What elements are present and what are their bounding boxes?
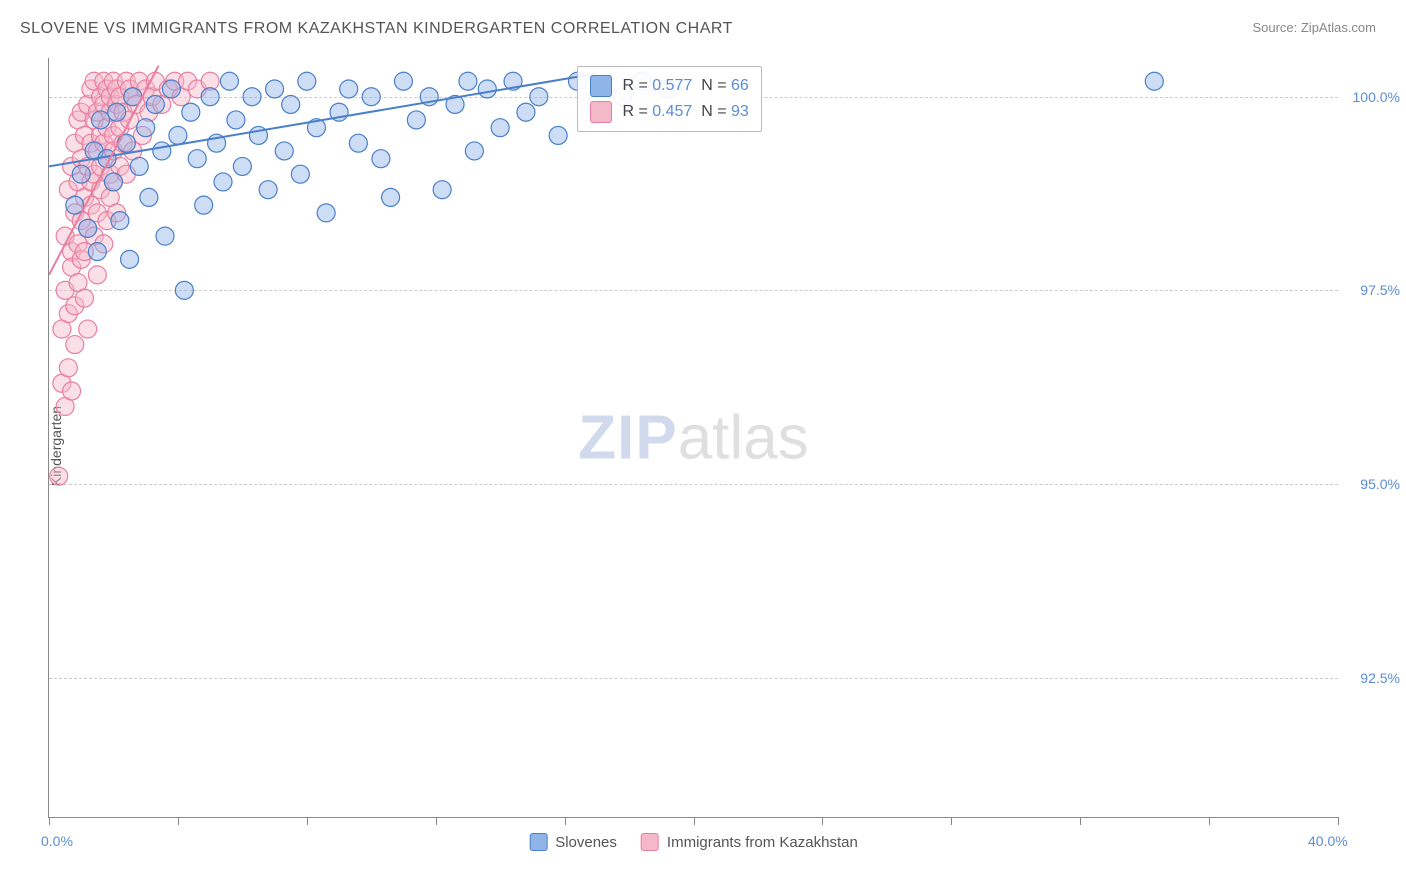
data-point — [88, 266, 106, 284]
data-point — [195, 196, 213, 214]
data-point — [433, 181, 451, 199]
y-tick-label: 92.5% — [1360, 670, 1400, 686]
data-point — [201, 88, 219, 106]
data-point — [188, 150, 206, 168]
x-tick — [1338, 817, 1339, 825]
data-point — [121, 250, 139, 268]
data-point — [317, 204, 335, 222]
data-point — [491, 119, 509, 137]
data-point — [63, 382, 81, 400]
data-point — [349, 134, 367, 152]
data-point — [282, 95, 300, 113]
legend-swatch — [590, 101, 612, 123]
data-point — [530, 88, 548, 106]
data-point — [59, 359, 77, 377]
legend-swatch — [529, 833, 547, 851]
legend-stat: R = 0.457 N = 93 — [622, 103, 748, 121]
data-point — [382, 188, 400, 206]
data-point — [459, 72, 477, 90]
legend-stat: R = 0.577 N = 66 — [622, 77, 748, 95]
data-point — [137, 119, 155, 137]
x-tick — [822, 817, 823, 825]
data-point — [169, 126, 187, 144]
data-point — [66, 196, 84, 214]
data-point — [227, 111, 245, 129]
x-tick — [1080, 817, 1081, 825]
y-tick-label: 95.0% — [1360, 476, 1400, 492]
data-point — [104, 173, 122, 191]
legend-item: Slovenes — [529, 833, 617, 851]
data-point — [88, 243, 106, 261]
correlation-legend: R = 0.577 N = 66 R = 0.457 N = 93 — [577, 66, 761, 132]
x-tick — [436, 817, 437, 825]
x-tick — [565, 817, 566, 825]
data-point — [549, 126, 567, 144]
data-point — [407, 111, 425, 129]
source-prefix: Source: — [1252, 20, 1300, 35]
data-point — [372, 150, 390, 168]
legend-row: R = 0.457 N = 93 — [590, 99, 748, 125]
data-point — [1145, 72, 1163, 90]
data-point — [140, 188, 158, 206]
legend-swatch — [590, 75, 612, 97]
chart-title: SLOVENE VS IMMIGRANTS FROM KAZAKHSTAN KI… — [20, 20, 733, 38]
y-tick-label: 100.0% — [1353, 89, 1400, 105]
data-point — [266, 80, 284, 98]
x-tick — [178, 817, 179, 825]
data-point — [233, 157, 251, 175]
x-tick — [951, 817, 952, 825]
data-point — [79, 320, 97, 338]
data-point — [465, 142, 483, 160]
data-point — [79, 219, 97, 237]
legend-swatch — [641, 833, 659, 851]
x-tick-label: 0.0% — [41, 833, 73, 849]
plot-area: ZIPatlas R = 0.577 N = 66 R = 0.457 N = … — [48, 58, 1338, 818]
data-point — [162, 80, 180, 98]
x-tick — [694, 817, 695, 825]
data-point — [298, 72, 316, 90]
x-tick — [307, 817, 308, 825]
data-point — [259, 181, 277, 199]
data-point — [66, 336, 84, 354]
data-point — [130, 157, 148, 175]
data-point — [394, 72, 412, 90]
data-point — [517, 103, 535, 121]
source-attribution: Source: ZipAtlas.com — [1252, 20, 1376, 35]
x-tick — [1209, 817, 1210, 825]
x-tick — [49, 817, 50, 825]
legend-row: R = 0.577 N = 66 — [590, 73, 748, 99]
data-point — [275, 142, 293, 160]
data-point — [214, 173, 232, 191]
data-point — [478, 80, 496, 98]
data-point — [111, 212, 129, 230]
legend-label: Immigrants from Kazakhstan — [667, 834, 858, 851]
data-point — [291, 165, 309, 183]
data-point — [50, 467, 68, 485]
data-point — [146, 95, 164, 113]
data-point — [153, 142, 171, 160]
y-tick-label: 97.5% — [1360, 282, 1400, 298]
data-point — [75, 289, 93, 307]
data-point — [72, 165, 90, 183]
data-point — [220, 72, 238, 90]
data-point — [92, 111, 110, 129]
data-point — [182, 103, 200, 121]
legend-item: Immigrants from Kazakhstan — [641, 833, 858, 851]
x-tick-label: 40.0% — [1308, 833, 1348, 849]
legend-label: Slovenes — [555, 834, 617, 851]
data-point — [243, 88, 261, 106]
data-point — [108, 103, 126, 121]
source-link[interactable]: ZipAtlas.com — [1301, 20, 1376, 35]
data-point — [362, 88, 380, 106]
data-point — [117, 134, 135, 152]
series-legend: Slovenes Immigrants from Kazakhstan — [529, 833, 858, 851]
data-point — [156, 227, 174, 245]
plot-svg — [49, 58, 1338, 817]
data-point — [340, 80, 358, 98]
data-point — [175, 281, 193, 299]
